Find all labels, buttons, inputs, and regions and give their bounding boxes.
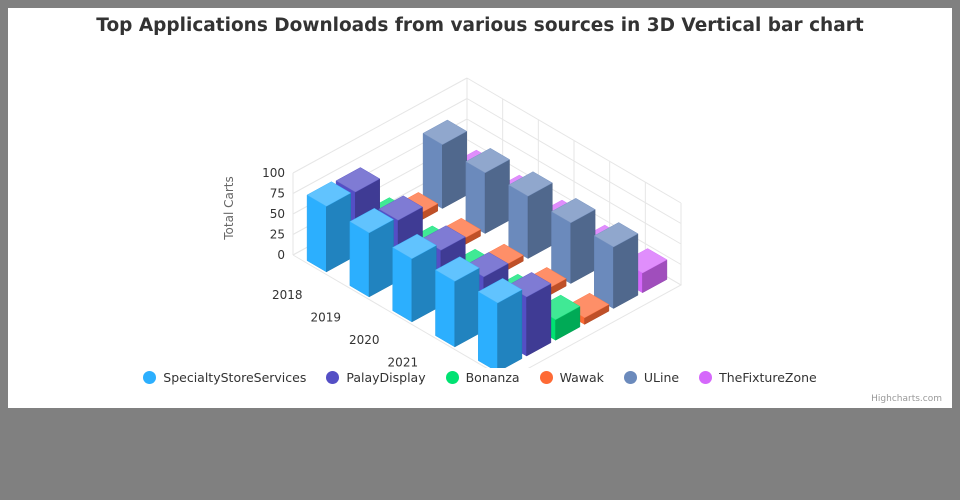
bar-top-face: [378, 195, 424, 221]
bar-top-face: [306, 181, 352, 207]
grid-line: [292, 159, 683, 368]
legend-marker: [623, 371, 637, 384]
y-axis-title: Total Carts: [222, 176, 236, 240]
legend-item[interactable]: Wawak: [539, 370, 604, 385]
legend-marker: [539, 371, 553, 384]
bar-front-face: [349, 221, 370, 298]
chart-card: Top Applications Downloads from various …: [8, 8, 952, 408]
bar-top-face: [465, 148, 511, 174]
bars: [306, 119, 668, 368]
legend-item[interactable]: ULine: [623, 370, 680, 385]
legend-marker: [143, 371, 157, 384]
bar-top-face: [477, 278, 523, 304]
legend-label: TheFixtureZone: [719, 370, 817, 385]
x-tick-label: 2021: [388, 355, 419, 368]
bar-side-face: [497, 289, 523, 368]
grid-line: [292, 98, 468, 194]
legend-item[interactable]: Bonanza: [445, 370, 520, 385]
y-tick-label: 50: [270, 207, 285, 221]
bar-front-face: [392, 247, 413, 323]
y-tick-label: 25: [270, 228, 285, 242]
bar[interactable]: [508, 171, 553, 259]
credits-link[interactable]: Highcharts.com: [871, 394, 942, 404]
legend-label: PalayDisplay: [346, 370, 426, 385]
bar-front-face: [435, 269, 456, 348]
legend-item[interactable]: SpecialtyStoreServices: [143, 370, 306, 385]
bar[interactable]: [392, 233, 437, 323]
bar-front-face: [306, 194, 327, 273]
y-tick-label: 0: [277, 248, 285, 262]
bar-top-face: [434, 256, 480, 282]
bar-front-face: [508, 184, 529, 259]
x-tick-label: 2018: [272, 288, 303, 302]
bar[interactable]: [422, 119, 468, 209]
bar[interactable]: [550, 198, 596, 284]
bar-top-face: [335, 167, 381, 193]
bar-side-face: [368, 219, 394, 298]
legend-marker: [699, 371, 713, 384]
bar-top-face: [392, 233, 437, 259]
bar-top-face: [508, 171, 553, 197]
bar-top-face: [550, 198, 596, 224]
bar[interactable]: [434, 256, 480, 348]
legend-item[interactable]: PalayDisplay: [326, 370, 426, 385]
legend-label: ULine: [643, 370, 680, 385]
grid-line: [292, 77, 468, 174]
bar[interactable]: [465, 148, 511, 234]
x-tick-label: 2019: [311, 310, 342, 324]
chart-title: Top Applications Downloads from various …: [96, 15, 864, 36]
bar[interactable]: [477, 278, 523, 368]
legend-marker: [445, 371, 459, 384]
legend-label: SpecialtyStoreServices: [163, 370, 307, 385]
bar-side-face: [326, 192, 351, 273]
bar-top-face: [593, 222, 639, 248]
legend-marker: [326, 371, 340, 384]
bar-top-face: [422, 119, 468, 145]
bar[interactable]: [306, 181, 352, 273]
legend-label: Bonanza: [465, 370, 520, 385]
y-tick-label: 100: [262, 166, 285, 180]
y-tick-label: 75: [270, 187, 285, 201]
x-tick-label: 2020: [349, 333, 380, 347]
bar-front-face: [478, 291, 498, 368]
bar[interactable]: [349, 208, 395, 298]
bar[interactable]: [593, 222, 639, 309]
bar-top-face: [349, 208, 395, 234]
bar-side-face: [454, 267, 480, 348]
chart-legend: SpecialtyStoreServices PalayDisplay Bonanz…: [8, 370, 952, 385]
legend-item[interactable]: TheFixtureZone: [699, 370, 817, 385]
legend-label: Wawak: [559, 370, 604, 385]
